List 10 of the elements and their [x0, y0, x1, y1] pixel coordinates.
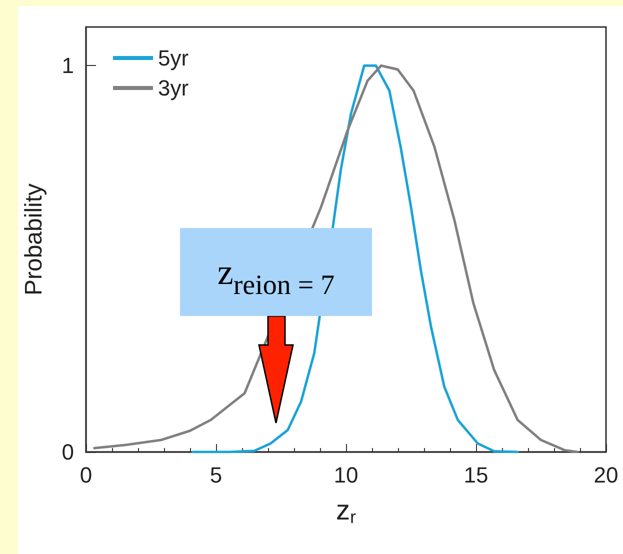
x-tick-label: 20 [594, 462, 618, 488]
x-tick-label: 10 [334, 462, 358, 488]
x-tick-label: 5 [210, 462, 222, 488]
annotation: z$_{reion = 7}$ [217, 251, 335, 301]
legend-label: 5yr [158, 46, 189, 70]
x-tick-label: 15 [464, 462, 488, 488]
y-axis-title: Probability [20, 183, 48, 296]
x-tick-label: 0 [80, 462, 92, 488]
legend-label: 3yr [158, 76, 189, 100]
y-tick-label: 1 [62, 53, 74, 78]
